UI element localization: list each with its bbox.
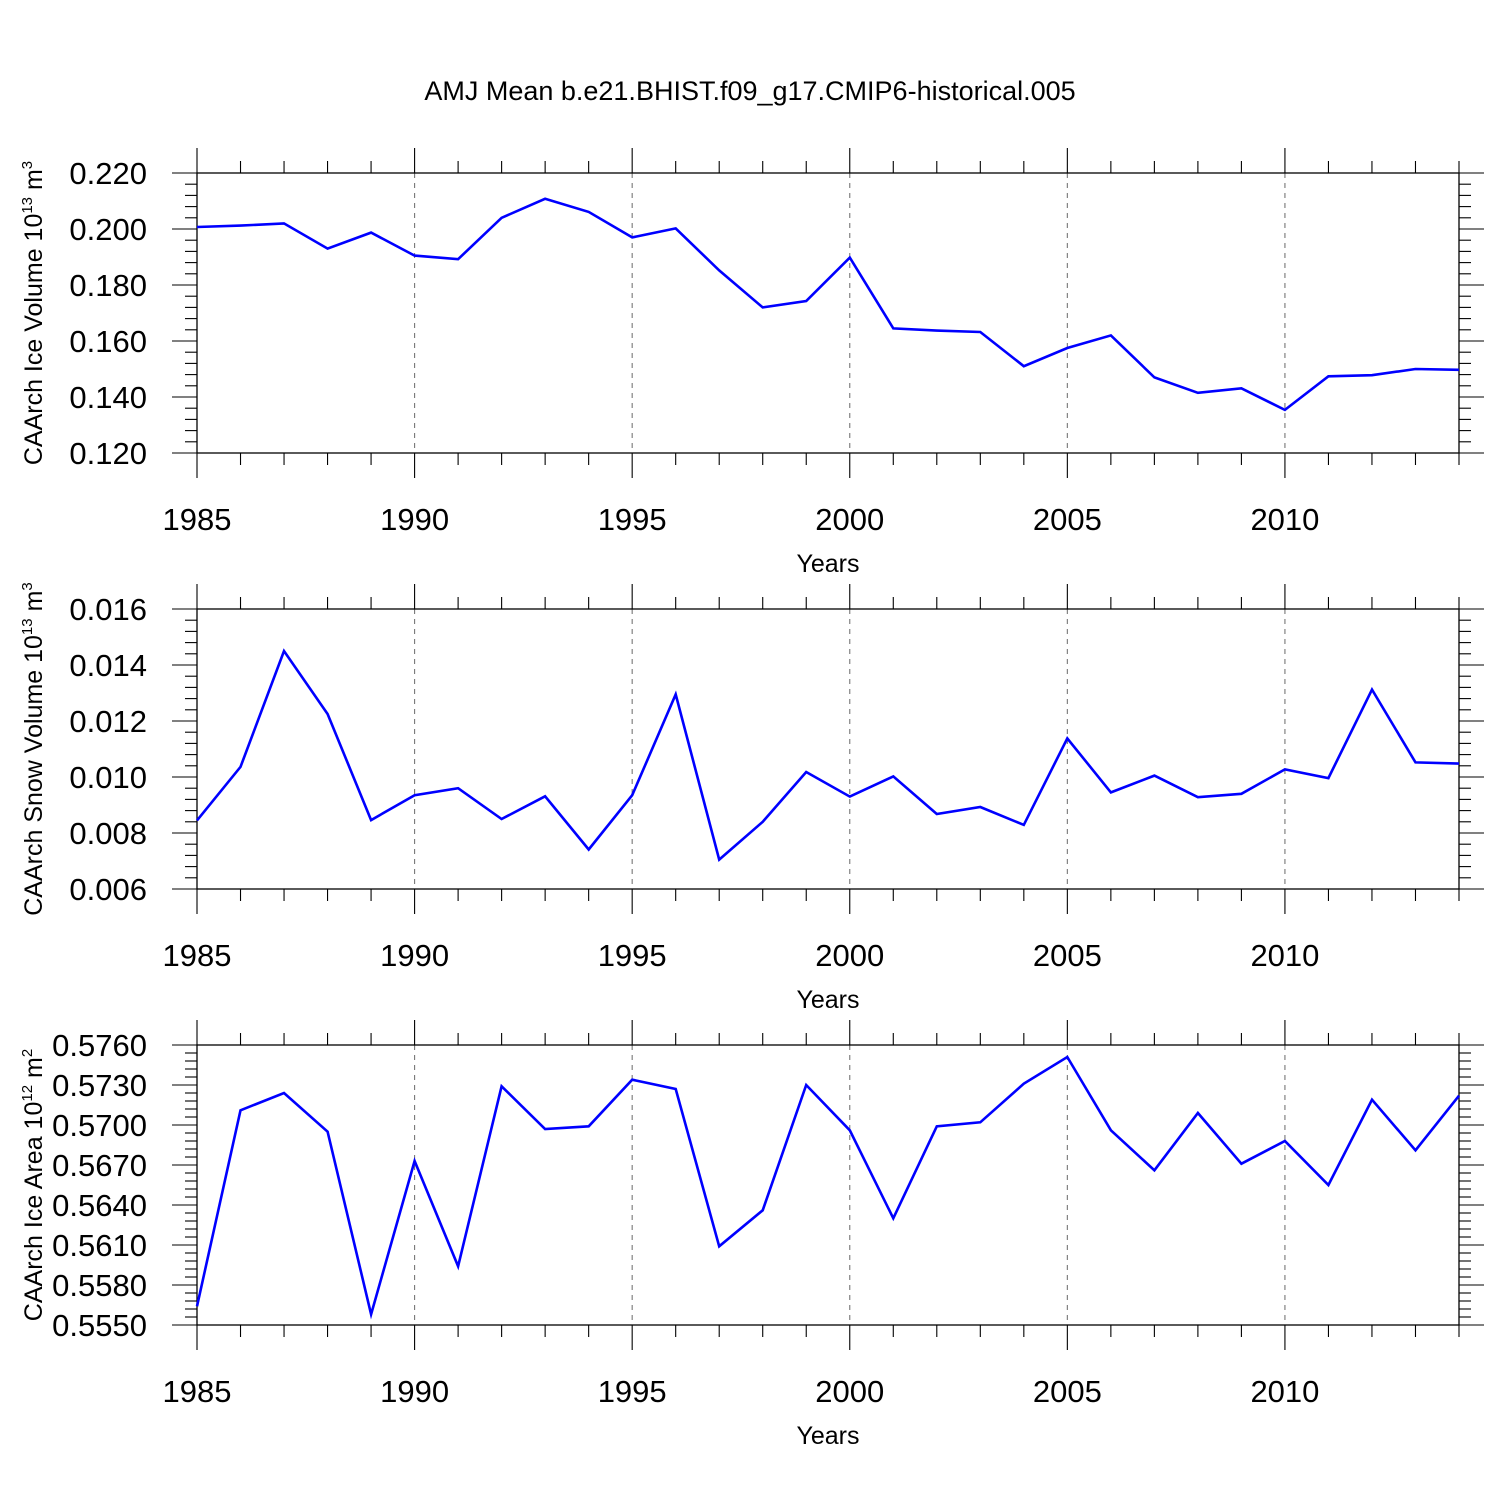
x-tick-label: 1990 [380,1374,449,1409]
y-tick-label: 0.5700 [52,1108,147,1143]
x-tick-label: 1985 [163,1374,232,1409]
x-tick-label: 2010 [1250,938,1319,973]
series-line-ice-area [195,1055,1461,1320]
plot-frame [196,608,1460,890]
chart-panel-snow-volume: 0.016 0.014 0.012 0.010 0.008 0.006 1985 1990 19… [19,582,1484,1014]
y-tick-label: 0.5580 [52,1268,147,1303]
x-tick-label: 1995 [598,1374,667,1409]
y-tick-label: 0.5550 [52,1308,147,1343]
series-line-snow-volume [195,648,1460,862]
chart-panel-ice-area: 0.5760 0.5730 0.5700 0.5670 0.5640 0.5610 0.55… [19,1020,1484,1450]
figure-title: AMJ Mean b.e21.BHIST.f09_g17.CMIP6-histo… [424,76,1075,106]
y-tick-label: 0.012 [69,704,147,739]
y-axis-label: CAArch Ice Volume 1013 m3 [19,161,48,465]
x-tick-label: 1995 [598,938,667,973]
x-tick-label: 1990 [380,938,449,973]
y-tick-label: 0.014 [69,648,147,683]
x-tick-label: 2005 [1033,1374,1102,1409]
x-axis-label: Years [796,550,859,578]
y-tick-label: 0.220 [69,156,147,191]
x-tick-label: 2000 [815,1374,884,1409]
x-tick-label: 2010 [1250,1374,1319,1409]
y-axis-label: CAArch Snow Volume 1013 m3 [19,582,48,916]
y-tick-label: 0.006 [69,872,147,907]
series-line-ice-volume [196,197,1460,412]
x-tick-label: 1985 [163,502,232,537]
y-tick-label: 0.5670 [52,1148,147,1183]
y-tick-label: 0.5640 [52,1188,147,1223]
x-tick-label: 1995 [598,502,667,537]
x-tick-label: 1985 [163,938,232,973]
y-tick-label: 0.180 [69,268,147,303]
y-tick-label: 0.5760 [52,1028,147,1063]
x-axis-label: Years [796,1422,859,1450]
y-tick-label: 0.120 [69,436,147,471]
y-tick-label: 0.5610 [52,1228,147,1263]
y-tick-label: 0.5730 [52,1068,147,1103]
x-tick-label: 1990 [380,502,449,537]
plot-frame [196,172,1460,454]
x-tick-label: 2010 [1250,502,1319,537]
y-tick-label: 0.160 [69,324,147,359]
x-tick-label: 2000 [815,502,884,537]
x-tick-label: 2005 [1033,502,1102,537]
y-tick-label: 0.140 [69,380,147,415]
y-tick-label: 0.200 [69,212,147,247]
y-tick-label: 0.016 [69,592,147,627]
x-tick-label: 2000 [815,938,884,973]
x-axis-label: Years [796,986,859,1014]
y-tick-label: 0.010 [69,760,147,795]
chart-panel-ice-volume: 0.220 0.200 0.180 0.160 0.140 0.120 1985 1990 19… [19,148,1484,578]
y-tick-label: 0.008 [69,816,147,851]
y-axis-label: CAArch Ice Area 1012 m2 [19,1049,48,1321]
plot-frame [196,1044,1460,1326]
x-tick-label: 2005 [1033,938,1102,973]
